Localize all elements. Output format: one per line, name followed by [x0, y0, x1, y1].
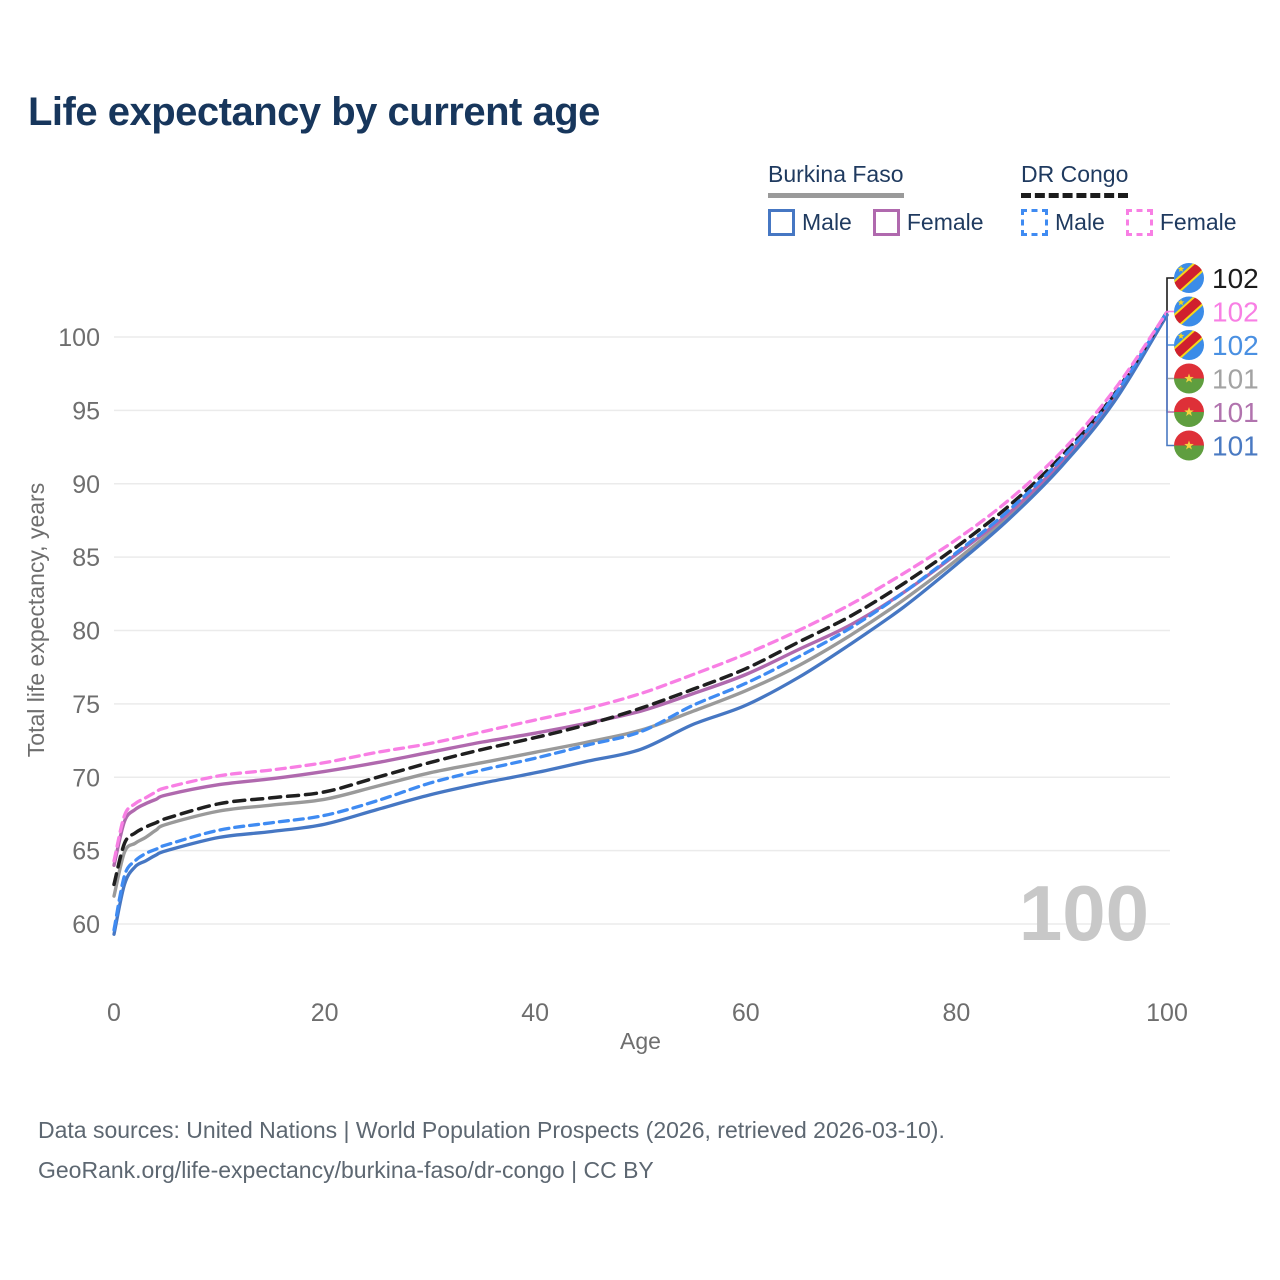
- burkina-faso-flag-icon: [1174, 363, 1204, 394]
- series-line-dr-congo-female[interactable]: [112, 310, 1169, 863]
- series-line-burkina-faso-male[interactable]: [112, 313, 1169, 936]
- x-axis-title: Age: [620, 1028, 661, 1054]
- legend-label-female: Female: [1159, 209, 1237, 235]
- y-axis-title: Total life expectancy, years: [23, 483, 49, 757]
- legend-toggle-dr-congo-female[interactable]: Female: [1125, 209, 1237, 236]
- legend-label-male: Male: [1055, 209, 1105, 235]
- end-label-value-dr-congo-female: 102: [1212, 297, 1259, 328]
- x-tick-label: 40: [521, 999, 549, 1027]
- series-line-burkina-faso-total[interactable]: [112, 313, 1169, 898]
- legend-toggle-burkina-faso-male[interactable]: Male: [768, 209, 852, 236]
- legend-label-male: Male: [802, 209, 852, 235]
- checkbox-icon-dr-congo-female: [1125, 209, 1153, 236]
- legend-toggle-burkina-faso-female[interactable]: Female: [872, 209, 984, 236]
- end-label-value-burkina-faso-total: 101: [1212, 364, 1259, 395]
- x-tick-label: 0: [107, 999, 121, 1027]
- end-label-connector-dr-congo-total: [1166, 277, 1174, 313]
- end-label-value-burkina-faso-female: 101: [1212, 397, 1259, 428]
- checkbox-icon-dr-congo-male: [1021, 209, 1048, 236]
- dr-congo-flag-icon: [1174, 296, 1204, 327]
- end-label-value-dr-congo-total: 102: [1212, 263, 1259, 294]
- data-sources-text: Data sources: United Nations | World Pop…: [38, 1117, 945, 1143]
- page-title: Life expectancy by current age: [28, 90, 600, 134]
- series-line-burkina-faso-female[interactable]: [112, 313, 1169, 867]
- end-label-connector-burkina-faso-female: [1166, 313, 1174, 413]
- y-tick-label: 60: [72, 911, 100, 939]
- legend-country-burkina-faso[interactable]: Burkina Faso: [768, 161, 904, 198]
- series-line-dr-congo-total[interactable]: [112, 310, 1169, 887]
- age-watermark: 100: [1019, 869, 1149, 957]
- series-line-dr-congo-male[interactable]: [112, 310, 1169, 932]
- x-tick-label: 20: [311, 999, 339, 1027]
- legend-country-dr-congo[interactable]: DR Congo: [1021, 161, 1129, 198]
- x-tick-label: 80: [942, 999, 970, 1027]
- y-tick-label: 90: [72, 471, 100, 499]
- end-label-connector-dr-congo-female: [1166, 310, 1174, 313]
- dr-congo-flag-icon: [1174, 330, 1204, 360]
- end-label-value-dr-congo-male: 102: [1212, 330, 1259, 361]
- checkbox-icon-burkina-faso-male: [768, 209, 795, 236]
- y-tick-label: 85: [72, 544, 100, 572]
- y-tick-label: 65: [72, 838, 100, 866]
- legend-label-female: Female: [906, 209, 984, 235]
- x-tick-label: 60: [732, 999, 760, 1027]
- checkbox-icon-burkina-faso-female: [872, 209, 900, 236]
- burkina-faso-flag-icon: [1174, 397, 1204, 427]
- y-tick-label: 75: [72, 691, 100, 719]
- y-tick-label: 70: [72, 764, 100, 792]
- end-label-connector-dr-congo-male: [1166, 313, 1174, 346]
- y-tick-label: 80: [72, 618, 100, 646]
- y-tick-label: 95: [72, 397, 100, 425]
- legend-group-dr-congo: DR Congo Male Female: [1021, 161, 1237, 236]
- chart-footer: Data sources: United Nations | World Pop…: [38, 1110, 945, 1190]
- end-label-value-burkina-faso-male: 101: [1212, 431, 1259, 462]
- attribution-text: GeoRank.org/life-expectancy/burkina-faso…: [38, 1157, 654, 1183]
- dr-congo-flag-icon: [1174, 263, 1204, 293]
- legend-group-burkina-faso: Burkina Faso Male Female: [768, 161, 984, 236]
- legend-toggle-dr-congo-male[interactable]: Male: [1021, 209, 1105, 236]
- burkina-faso-flag-icon: [1174, 430, 1204, 461]
- end-label-connector-burkina-faso-male: [1166, 313, 1174, 447]
- y-tick-label: 100: [58, 324, 100, 352]
- x-tick-label: 100: [1146, 999, 1188, 1027]
